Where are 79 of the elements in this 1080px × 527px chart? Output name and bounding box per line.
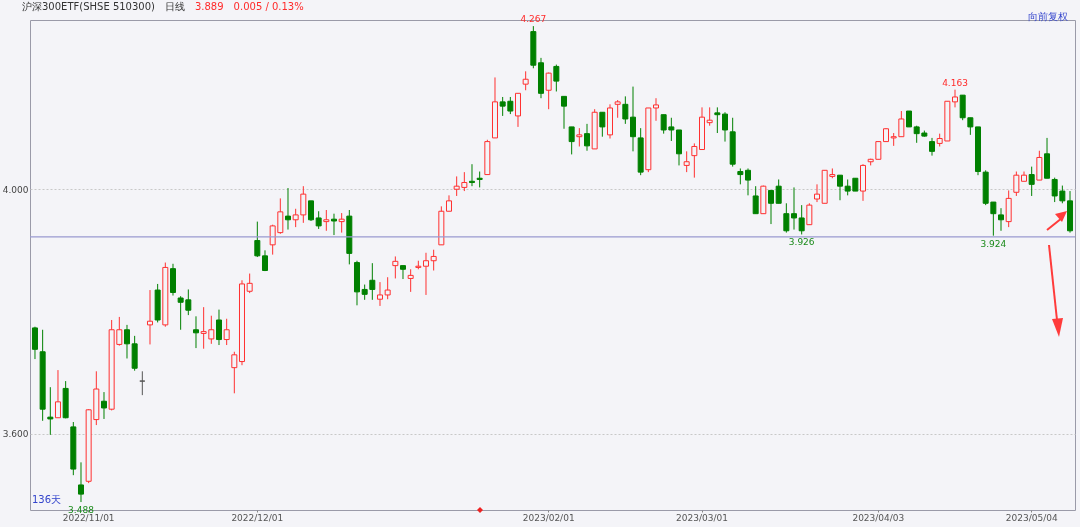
candlestick bbox=[622, 95, 629, 125]
candlestick bbox=[330, 213, 337, 236]
candlestick bbox=[676, 129, 682, 166]
candlestick bbox=[630, 86, 636, 152]
candlestick bbox=[691, 142, 698, 179]
candlestick bbox=[215, 309, 222, 346]
candlestick bbox=[837, 174, 844, 201]
annotation: 3.924 bbox=[980, 238, 1007, 249]
text: 日线 bbox=[164, 1, 185, 12]
text: 0.005 / 0.13% bbox=[233, 1, 304, 12]
candlestick bbox=[192, 315, 199, 349]
candlestick bbox=[653, 97, 659, 122]
candlestick bbox=[254, 221, 261, 258]
candlestick bbox=[246, 273, 253, 294]
x-tick-label: 2023/02/01 bbox=[522, 512, 575, 523]
candlestick bbox=[430, 249, 437, 271]
candlestick bbox=[584, 123, 590, 152]
candlestick bbox=[469, 163, 475, 187]
candlestick bbox=[384, 276, 391, 300]
candlestick bbox=[814, 183, 821, 203]
y-tick-label: 4.000 bbox=[2, 184, 29, 195]
annotation: 136天 bbox=[32, 493, 62, 507]
candlestick bbox=[100, 391, 107, 420]
candlestick bbox=[683, 150, 690, 173]
candlestick bbox=[752, 185, 759, 215]
candlestick bbox=[423, 252, 429, 296]
candlestick bbox=[568, 126, 575, 155]
candlestick bbox=[806, 202, 813, 226]
x-tick-label: 2023/03/01 bbox=[676, 512, 728, 523]
candlestick bbox=[722, 111, 729, 143]
x-tick-label: 2022/12/01 bbox=[231, 512, 284, 523]
candlestick bbox=[1013, 171, 1020, 197]
candlestick bbox=[522, 70, 529, 91]
text: 3.889 bbox=[194, 1, 224, 12]
candlestick bbox=[231, 351, 238, 394]
candlestick bbox=[307, 200, 314, 222]
candlestick bbox=[553, 64, 560, 92]
candlestick bbox=[123, 324, 130, 359]
candlestick bbox=[323, 209, 330, 232]
candlestick bbox=[1036, 150, 1043, 181]
x-tick-label: 2023/05/04 bbox=[1005, 512, 1058, 523]
chart-title: 沪深300ETF(SHSE 510300) bbox=[22, 1, 155, 12]
candlestick bbox=[706, 106, 713, 127]
annotation: 向前复权 bbox=[1028, 10, 1068, 24]
candlestick bbox=[561, 95, 567, 130]
annotation: 4.267 bbox=[520, 14, 547, 25]
y-tick-label: 3.600 bbox=[2, 429, 29, 440]
candlestick bbox=[798, 204, 805, 235]
candlestick bbox=[54, 369, 61, 419]
candlestick bbox=[576, 127, 583, 147]
candlestick bbox=[31, 326, 38, 360]
candlestick bbox=[783, 202, 790, 234]
candlestick bbox=[545, 72, 552, 110]
candlestick bbox=[775, 178, 782, 204]
candlestick bbox=[515, 92, 521, 128]
candlestick bbox=[400, 265, 406, 280]
candlestick bbox=[1005, 189, 1012, 228]
candlestick bbox=[47, 386, 54, 436]
candlestick bbox=[338, 212, 345, 234]
candlestick bbox=[392, 255, 399, 279]
x-tick-label: 2023/04/03 bbox=[852, 512, 905, 523]
candlestick bbox=[223, 318, 230, 346]
candlestick bbox=[1028, 166, 1035, 197]
candlestick bbox=[952, 89, 959, 108]
candlestick bbox=[768, 189, 775, 225]
candlestick bbox=[407, 268, 414, 293]
candlestick bbox=[791, 186, 798, 231]
candlestick bbox=[745, 167, 752, 196]
candlestick bbox=[714, 106, 721, 134]
candlestick bbox=[169, 263, 176, 297]
annotation: 3.926 bbox=[788, 237, 815, 248]
candlestick bbox=[139, 370, 146, 396]
candlestick bbox=[284, 187, 291, 231]
candlestick bbox=[599, 111, 606, 138]
annotation: 4.163 bbox=[942, 77, 968, 88]
candlestick bbox=[998, 207, 1005, 232]
candlestick bbox=[376, 281, 383, 307]
candlestick bbox=[77, 461, 84, 503]
candlestick bbox=[146, 289, 153, 345]
